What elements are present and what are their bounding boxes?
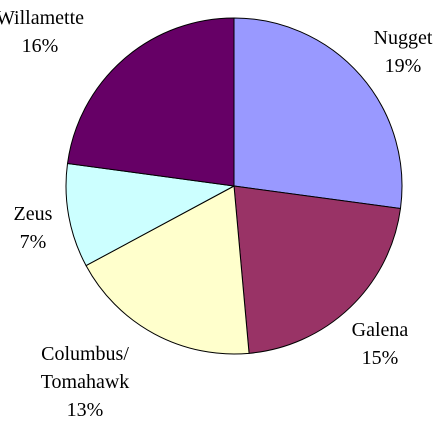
pie-slice: [233, 185, 402, 354]
value-label: 16%: [21, 35, 59, 57]
value-label: 15%: [361, 347, 399, 369]
category-label: Nugget: [373, 27, 433, 49]
pie-slice: [66, 17, 235, 187]
slice-label: Zeus 7%: [14, 200, 53, 256]
value-label: 13%: [66, 399, 104, 421]
value-label: 19%: [384, 55, 422, 77]
slice-label: Nugget 19%: [374, 24, 433, 80]
category-label: Galena: [351, 319, 409, 341]
category-label: Willamette: [0, 7, 85, 29]
slice-label: Galena 15%: [352, 316, 409, 372]
category-label: Columbus/ Tomahawk: [40, 343, 130, 393]
pie-slice: [233, 17, 403, 210]
slice-label: Willamette 16%: [0, 4, 84, 60]
pie-slice: [85, 185, 250, 355]
category-label: Zeus: [13, 203, 53, 225]
pie-slice: [65, 162, 236, 267]
value-label: 7%: [19, 231, 47, 253]
slice-label: Columbus/ Tomahawk 13%: [41, 340, 130, 423]
